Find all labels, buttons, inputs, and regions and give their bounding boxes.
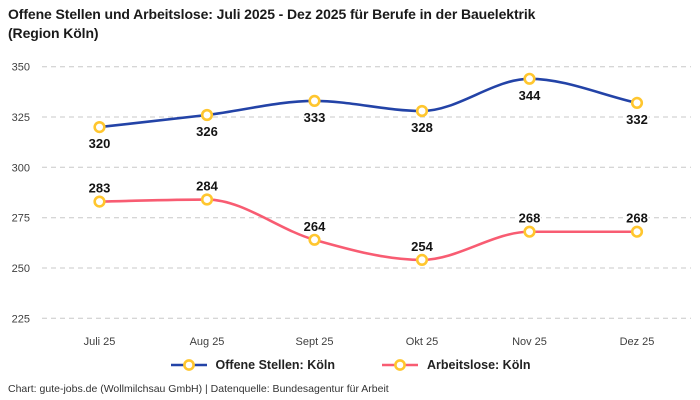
x-tick-label: Sept 25 [296, 336, 334, 348]
y-tick-label: 275 [12, 213, 30, 225]
x-tick-label: Nov 25 [512, 336, 547, 348]
x-tick-label: Dez 25 [620, 336, 655, 348]
legend-line-marker-icon [381, 359, 418, 371]
chart-title-line2: (Region Köln) [8, 24, 99, 41]
x-tick-label: Aug 25 [190, 336, 225, 348]
data-point[interactable] [523, 72, 536, 85]
data-label: 344 [519, 88, 541, 103]
legend-line-marker-icon [170, 359, 207, 371]
x-tick-label: Juli 25 [84, 336, 116, 348]
y-tick-label: 350 [12, 62, 30, 74]
legend-label-arbeitslose: Arbeitslose: Köln [426, 358, 531, 372]
legend-label-offene-stellen: Offene Stellen: Köln [215, 358, 335, 372]
data-point[interactable] [93, 120, 106, 134]
series-line [98, 198, 639, 262]
chart-title: Offene Stellen und Arbeitslose: Juli 202… [8, 5, 668, 43]
data-point[interactable] [630, 96, 644, 110]
data-point[interactable] [630, 225, 644, 238]
data-point[interactable] [523, 225, 536, 238]
data-label: 264 [304, 219, 326, 234]
legend-item-offene-stellen: Offene Stellen: Köln [170, 358, 335, 372]
data-label: 326 [196, 124, 218, 139]
data-point[interactable] [308, 94, 321, 108]
x-tick-label: Okt 25 [406, 336, 438, 348]
data-label: 268 [519, 211, 541, 226]
series-line [98, 77, 639, 129]
data-point[interactable] [93, 195, 106, 208]
data-label: 332 [626, 112, 648, 127]
data-label: 268 [626, 211, 648, 226]
chart-credit: Chart: gute-jobs.de (Wollmilchsau GmbH) … [8, 383, 389, 395]
data-label: 328 [411, 120, 433, 135]
y-tick-label: 325 [12, 112, 30, 124]
data-point[interactable] [415, 104, 429, 118]
data-point[interactable] [200, 193, 214, 206]
y-tick-label: 250 [12, 263, 30, 275]
data-point[interactable] [415, 253, 429, 266]
data-point[interactable] [200, 108, 214, 122]
line-chart: 225 250 275 300 325 350 Juli 25 Aug 25 Sept 25 Ok… [12, 62, 691, 348]
data-label: 283 [89, 181, 111, 196]
data-point[interactable] [308, 233, 321, 246]
y-tick-label: 225 [12, 313, 30, 325]
chart-title-line1: Offene Stellen und Arbeitslose: Juli 202… [8, 6, 536, 22]
data-label: 320 [89, 136, 111, 151]
data-label: 254 [411, 239, 433, 254]
legend-item-arbeitslose: Arbeitslose: Köln [381, 358, 531, 372]
data-label: 284 [196, 179, 218, 194]
legend: Offene Stellen: Köln Arbeitslose: Köln [0, 358, 700, 372]
data-label: 333 [304, 110, 326, 125]
y-tick-label: 300 [12, 162, 30, 174]
